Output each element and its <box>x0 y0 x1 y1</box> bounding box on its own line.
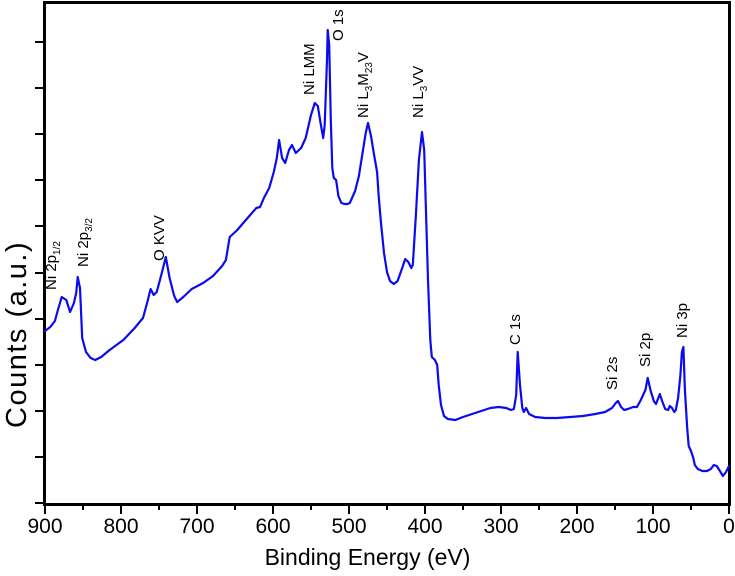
y-tick <box>35 409 44 412</box>
x-minor-tick <box>614 505 616 510</box>
x-tick-label: 900 <box>27 515 63 538</box>
x-major-tick <box>120 505 122 514</box>
y-tick <box>35 41 44 43</box>
y-tick <box>35 455 44 458</box>
x-minor-tick <box>310 505 312 510</box>
x-minor-tick <box>538 505 540 510</box>
x-axis-title: Binding Energy (eV) <box>264 544 471 570</box>
x-tick-label: 800 <box>103 515 139 538</box>
y-tick <box>35 317 44 320</box>
peak-label: Si 2s <box>603 356 621 390</box>
x-major-tick <box>424 505 426 514</box>
y-tick <box>35 179 44 182</box>
peak-label: Ni L3M23V <box>355 52 376 118</box>
x-major-tick <box>272 505 274 514</box>
x-major-tick <box>348 505 350 514</box>
x-minor-tick <box>386 505 388 510</box>
x-tick-label: 400 <box>407 515 443 538</box>
y-tick <box>35 87 44 90</box>
peak-label: O 1s <box>330 9 348 41</box>
peak-label: Si 2p <box>637 332 655 367</box>
x-major-tick <box>500 505 502 514</box>
x-tick-label: 600 <box>255 515 291 538</box>
x-major-tick <box>576 505 578 514</box>
plot-frame <box>43 1 731 506</box>
x-major-tick <box>44 505 46 514</box>
x-minor-tick <box>462 505 464 510</box>
y-tick <box>35 363 44 366</box>
x-minor-tick <box>234 505 236 510</box>
x-minor-tick <box>690 505 692 510</box>
peak-label: O KVV <box>150 215 168 261</box>
peak-label: Ni 3p <box>673 302 691 338</box>
x-major-tick <box>728 505 730 514</box>
peak-label: Ni L3VV <box>409 65 430 118</box>
y-tick <box>35 225 44 228</box>
x-tick-label: 700 <box>179 515 215 538</box>
spectrum-polyline <box>43 28 731 478</box>
y-axis-title: Counts (a.u.) <box>1 240 33 428</box>
x-tick-label: 0 <box>723 515 735 538</box>
peak-label: Ni 2p3/2 <box>74 218 95 267</box>
x-minor-tick <box>158 505 160 510</box>
spectrum-curve <box>43 28 731 478</box>
y-tick <box>35 502 44 504</box>
x-major-tick <box>196 505 198 514</box>
x-tick-label: 100 <box>635 515 671 538</box>
y-tick <box>35 271 44 274</box>
x-minor-tick <box>82 505 84 510</box>
peak-label: Ni LMM <box>301 43 319 95</box>
x-tick-label: 300 <box>483 515 519 538</box>
peak-label: C 1s <box>507 314 525 345</box>
x-major-tick <box>652 505 654 514</box>
y-tick <box>35 133 44 136</box>
x-tick-label: 200 <box>559 515 595 538</box>
peak-label: Ni 2p1/2 <box>42 241 63 290</box>
x-tick-label: 500 <box>331 515 367 538</box>
